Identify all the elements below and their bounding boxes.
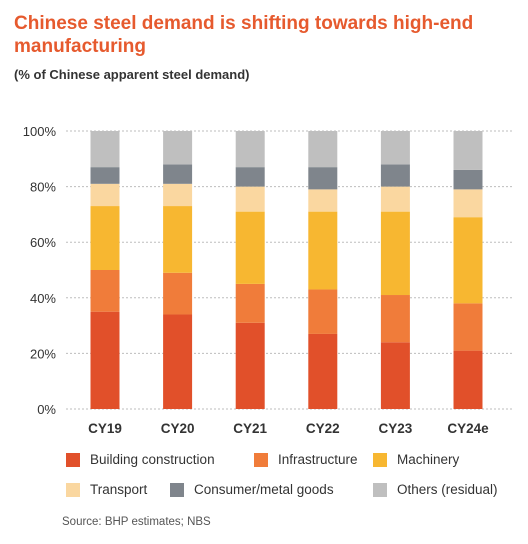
stacked-bar-chart: 0% 20% 40% 60% 80% 100% CY19 CY20 CY21 CY22 CY23 CY… — [23, 124, 512, 436]
bar-segment — [453, 350, 483, 409]
bar-segment — [380, 186, 410, 212]
bar-segment — [163, 183, 193, 207]
y-tick-label: 60% — [30, 235, 56, 250]
legend-label: Consumer/metal goods — [194, 482, 334, 497]
y-tick-label: 80% — [30, 180, 56, 195]
bar-segment — [235, 131, 265, 168]
bar-segment — [453, 189, 483, 218]
x-tick-label: CY21 — [233, 421, 267, 436]
legend-label: Building construction — [90, 452, 215, 467]
bar-segment — [380, 164, 410, 187]
legend-item: Machinery — [373, 452, 459, 467]
y-tick-label: 100% — [23, 124, 57, 139]
x-tick-label: CY22 — [306, 421, 340, 436]
bar-segment — [453, 169, 483, 190]
x-tick-label: CY20 — [161, 421, 195, 436]
legend-item: Consumer/metal goods — [170, 482, 334, 497]
x-tick-label: CY23 — [379, 421, 413, 436]
legend-label: Others (residual) — [397, 482, 498, 497]
bar-segment — [308, 189, 338, 212]
source-note: Source: BHP estimates; NBS — [62, 516, 211, 528]
legend-label: Infrastructure — [278, 452, 358, 467]
legend-swatch — [254, 452, 268, 467]
x-tick-label: CY19 — [88, 421, 122, 436]
legend-item: Transport — [66, 482, 147, 497]
bar-segment — [90, 206, 120, 270]
bar-segment — [163, 131, 193, 165]
legend-swatch — [373, 482, 387, 497]
bar-segment — [163, 206, 193, 273]
bar-segment — [380, 211, 410, 296]
y-tick-label: 0% — [37, 402, 56, 417]
legend-swatch — [66, 482, 80, 497]
bar-segment — [235, 211, 265, 284]
bar-segment — [235, 186, 265, 212]
bar-segment — [90, 167, 120, 184]
legend-item: Infrastructure — [254, 452, 358, 467]
bar-segment — [453, 303, 483, 351]
bar-segment — [453, 131, 483, 170]
legend-item: Building construction — [66, 452, 215, 467]
bar-segment — [308, 211, 338, 290]
bar-segment — [308, 289, 338, 334]
x-tick-label: CY24e — [447, 421, 489, 436]
bar-segment — [308, 333, 338, 409]
y-tick-label: 20% — [30, 346, 56, 361]
bar-segment — [235, 283, 265, 323]
bar-segment — [308, 131, 338, 168]
bar-segment — [90, 270, 120, 312]
legend-label: Transport — [90, 482, 148, 497]
y-tick-label: 40% — [30, 291, 56, 306]
legend-item: Others (residual) — [373, 482, 498, 497]
chart-title: Chinese steel demand is shifting towards… — [14, 13, 474, 57]
legend-swatch — [66, 452, 80, 467]
legend-swatch — [373, 452, 387, 467]
bar-segment — [380, 131, 410, 165]
bar-segment — [163, 314, 193, 409]
bar-segment — [453, 217, 483, 304]
bar-segment — [90, 311, 120, 409]
legend-swatch — [170, 482, 184, 497]
legend-label: Machinery — [397, 452, 460, 467]
bar-segment — [235, 167, 265, 187]
chart-subtitle: (% of Chinese apparent steel demand) — [14, 67, 250, 82]
bar-segment — [163, 272, 193, 315]
bar-segment — [380, 295, 410, 343]
bar-segment — [90, 131, 120, 168]
bar-segment — [380, 342, 410, 409]
bar-segment — [90, 183, 120, 207]
bar-segment — [163, 164, 193, 184]
bar-segment — [308, 167, 338, 190]
bar-segment — [235, 322, 265, 409]
